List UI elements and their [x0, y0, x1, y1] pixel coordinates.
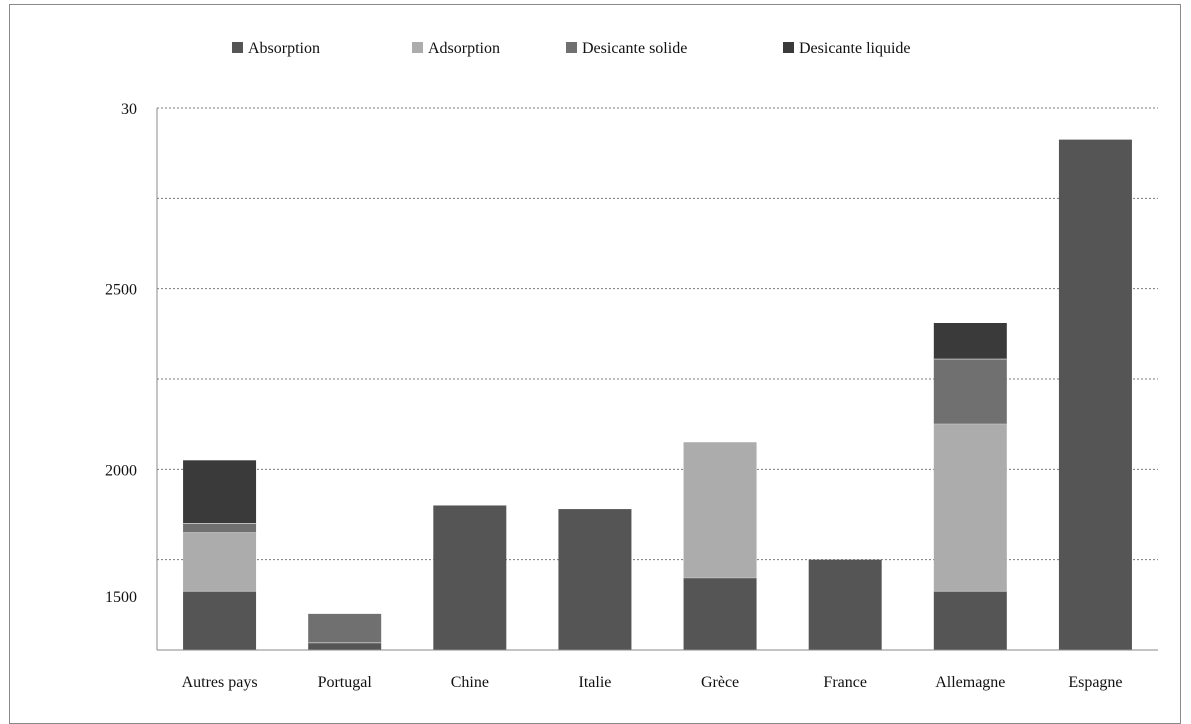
- gridlines: [157, 107, 1158, 561]
- legend-swatch: [566, 42, 577, 53]
- x-category-label: Espagne: [1068, 674, 1122, 691]
- bar-segment-absorption: [1058, 139, 1132, 650]
- bar-segment-adsorption: [183, 532, 257, 592]
- bar-segment-absorption: [183, 591, 257, 650]
- bars: [183, 139, 1132, 650]
- x-category-label: Italie: [579, 674, 612, 691]
- legend-label: Desicante liquide: [799, 40, 911, 57]
- x-category-label: Autres pays: [182, 674, 258, 691]
- bar-segment-adsorption: [683, 442, 757, 578]
- legend-swatch: [783, 42, 794, 53]
- bar-segment-desicante-liquide: [183, 460, 257, 524]
- bar-segment-adsorption: [933, 424, 1007, 592]
- bar-segment-absorption: [683, 577, 757, 650]
- legend-swatch: [232, 42, 243, 53]
- legend-swatch: [412, 42, 423, 53]
- y-tick-label: 30: [121, 101, 137, 118]
- bar-segment-desicante-solide: [933, 359, 1007, 425]
- bar-segment-absorption: [433, 505, 507, 650]
- x-category-label: Chine: [451, 674, 489, 691]
- legend-label: Absorption: [248, 40, 320, 57]
- x-category-label: France: [823, 674, 867, 691]
- legend: Absorption Adsorption Desicante solide Desi…: [232, 40, 911, 57]
- bar-segment-absorption: [558, 509, 632, 650]
- y-tick-label: 1500: [105, 589, 137, 606]
- y-tick-label: 2000: [105, 462, 137, 479]
- axes: 30 2500 2000 1500 Autres pays Portugal Chine It…: [105, 101, 1158, 691]
- bar-segment-desicante-liquide: [933, 322, 1007, 360]
- bar-segment-desicante-solide: [183, 523, 257, 533]
- bar-segment-absorption: [808, 559, 882, 650]
- legend-label: Desicante solide: [582, 40, 687, 57]
- x-category-label: Grèce: [701, 674, 739, 691]
- y-tick-label: 2500: [105, 282, 137, 299]
- legend-label: Adsorption: [428, 40, 500, 57]
- x-category-label: Allemagne: [935, 674, 1005, 691]
- bar-segment-desicante-solide: [308, 613, 382, 643]
- bar-segment-absorption: [308, 642, 382, 650]
- x-category-label: Portugal: [318, 674, 373, 691]
- bar-segment-absorption: [933, 591, 1007, 650]
